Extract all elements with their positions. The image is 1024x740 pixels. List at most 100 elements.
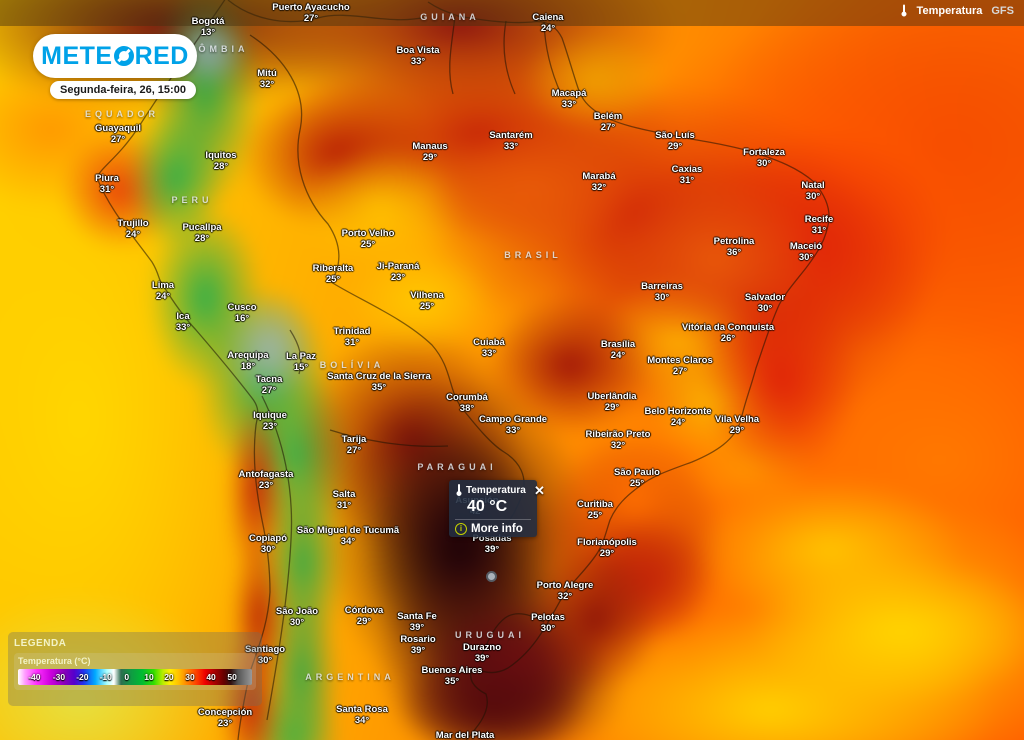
city-label: Iquique 23° [253,410,287,432]
city-label: Vila Velha 29° [714,414,760,436]
city-label: Buenos Aires 35° [421,665,483,687]
city-label: Campo Grande 33° [478,414,548,436]
country-label: EQUADOR [84,109,160,119]
city-label: Pelotas 30° [531,612,565,634]
legend-title: LEGENDA [14,638,67,649]
legend-tick: -20 [76,672,89,682]
city-label: Copiapó 30° [249,533,287,555]
city-label: Tarija 27° [341,434,367,456]
city-label: Ribeirão Preto 32° [585,429,651,451]
city-label: Arequipa 18° [227,350,269,372]
city-label: Florianópolis 29° [577,537,637,559]
legend-inner: Temperatura (°C) -40 -30 -20 -10 0 10 20 30 40 50 [14,653,256,690]
country-label: BRASIL [504,250,562,260]
country-label: ARGENTINA [305,672,395,682]
city-label: Posadas 39° [472,533,512,555]
country-label: BOLÍVIA [319,360,385,370]
city-label: Durazno 39° [463,642,501,664]
city-label: Concepción 23° [197,707,253,729]
city-label: Manaus 29° [412,141,448,163]
city-label: Lima 24° [151,280,175,302]
legend-tick: 20 [164,672,174,682]
city-label: Marabá 32° [582,171,616,193]
city-label: São Miguel de Tucumã 34° [296,525,400,547]
city-label: Corumbá 38° [446,392,488,414]
thermometer-icon [456,484,462,496]
legend-tick: -40 [28,672,41,682]
legend-tick: 0 [124,672,130,682]
city-label: Mitú 32° [257,68,277,90]
city-label: Belo Horizonte 24° [644,406,712,428]
city-label: Santa Cruz de la Sierra 35° [327,371,431,393]
city-label: Guayaquil 27° [95,123,141,145]
tooltip-value: 40 °C [467,498,508,515]
city-label: Porto Velho 25° [341,228,395,250]
city-label: Trujillo 24° [117,218,149,240]
city-label: Mar del Plata [435,730,495,740]
country-label: PERU [171,195,213,205]
city-label: Barreiras 30° [641,281,683,303]
city-label: Uberlândia 29° [587,391,637,413]
city-label: São João 30° [275,606,319,628]
city-label: Santiago 30° [244,644,286,666]
city-label: Porto Alegre 32° [536,580,594,602]
city-label: Caiena 24° [532,12,564,34]
legend-tick: -10 [99,672,112,682]
city-label: Santa Rosa 34° [336,704,388,726]
meteored-logo[interactable]: METE RED [33,34,197,78]
city-label: Cusco 16° [227,302,257,324]
city-label: Puerto Ayacucho 27° [272,2,350,24]
legend-tick: 50 [227,672,237,682]
city-label: Cuiabá 33° [473,337,505,359]
layer-label[interactable]: Temperatura [916,5,983,17]
city-label: Vitória da Conquista 26° [681,322,775,344]
city-label: Petrolina 36° [713,236,755,258]
city-label: Tacna 27° [255,374,283,396]
legend-tick: 10 [144,672,154,682]
country-label: PARAGUAI [417,462,497,472]
legend-scale-title: Temperatura (°C) [18,656,91,666]
country-label: COLÔMBIA [167,44,249,54]
city-label: Caxias 31° [671,164,703,186]
city-label: Rosario 39° [400,634,436,656]
city-label: Pucallpa 28° [182,222,222,244]
city-label: Antofagasta 23° [238,469,294,491]
thermometer-icon [901,4,907,17]
city-label: Montes Claros 27° [647,355,713,377]
date-badge: Segunda-feira, 26, 15:00 [50,81,196,99]
city-label: Macapá 33° [551,88,587,110]
city-label: Salvador 30° [744,292,786,314]
city-label: Fortaleza 30° [743,147,785,169]
model-label[interactable]: GFS [991,5,1014,17]
tooltip-close-button[interactable]: ✕ [534,483,545,498]
more-info-link[interactable]: i More info [455,519,531,535]
city-label: Ji-Paraná 23° [376,261,420,283]
info-icon: i [455,523,467,535]
city-label: Trinidad 31° [333,326,371,348]
city-label: Maceió 30° [789,241,823,263]
city-label: Curitiba 25° [577,499,613,521]
city-label: Belém 27° [593,111,623,133]
country-label: URUGUAI [455,630,525,640]
city-label: Bogotá 13° [191,16,225,38]
city-label: Natal 30° [801,180,825,202]
city-label: Vilhena 25° [410,290,444,312]
map-tooltip: Temperatura 40 °C i More info [449,480,537,537]
layer-selector: Temperatura GFS [900,4,1014,18]
city-label: Salta 31° [332,489,356,511]
city-label: Santa Fe 39° [397,611,437,633]
city-label: La Paz 15° [285,351,317,373]
city-label: Santarém 33° [489,130,533,152]
country-label: GUIANA [420,12,480,22]
city-label: Piura 31° [95,173,119,195]
tooltip-title: Temperatura [466,485,526,496]
city-label: Recife 31° [804,214,834,236]
top-dim-strip [0,0,1024,26]
city-label: Brasília 24° [600,339,636,361]
city-label: Ica 33° [175,311,191,333]
legend-tick: 30 [185,672,195,682]
